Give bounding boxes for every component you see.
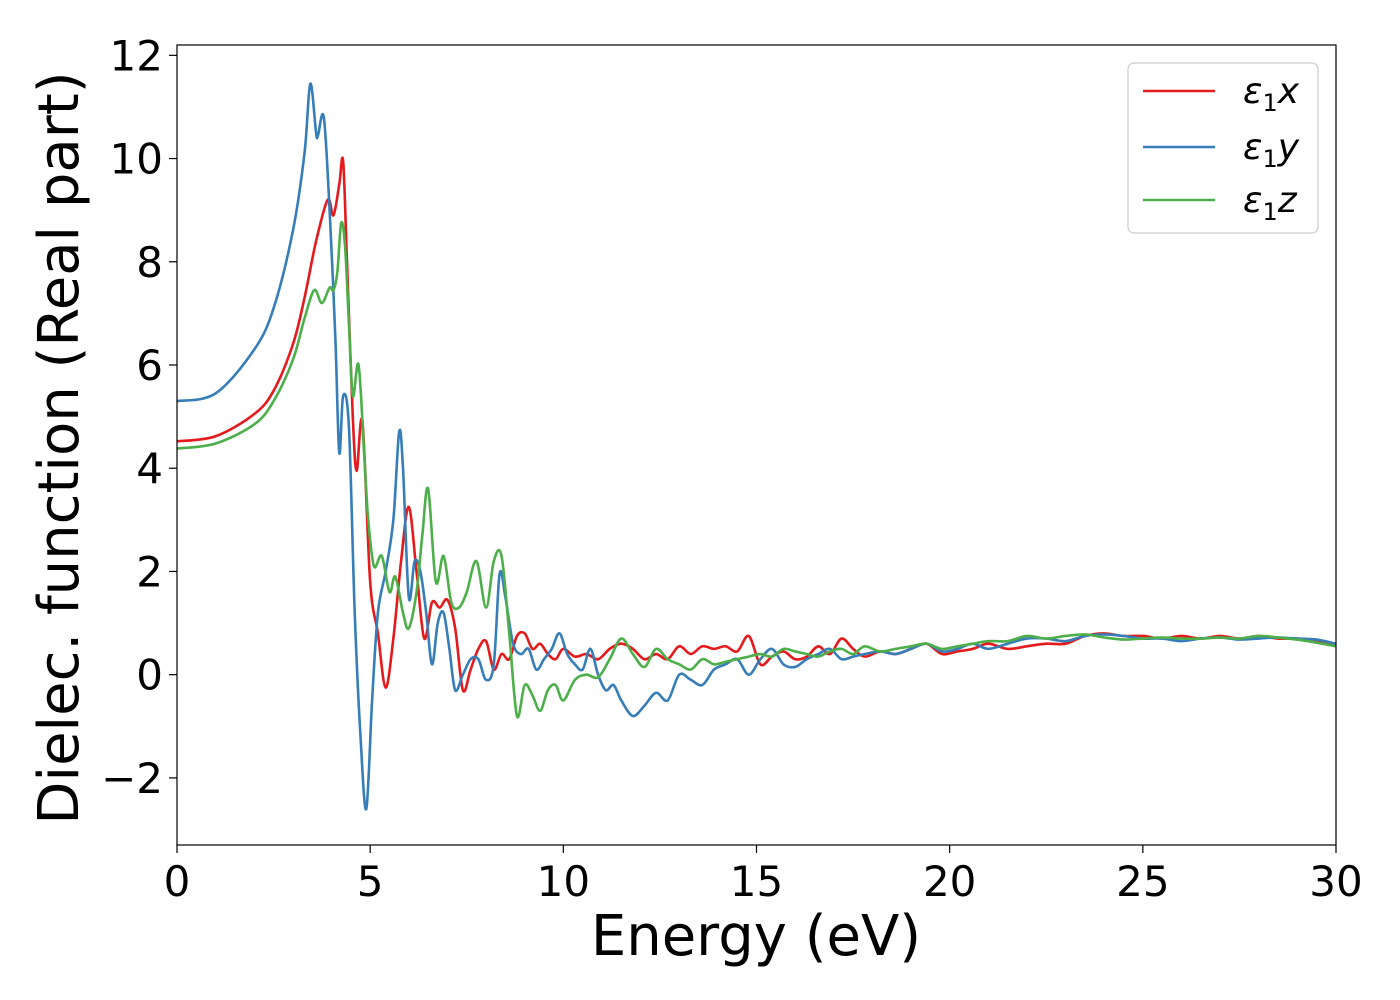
- series-line-eps1x: [177, 156, 1336, 693]
- legend-entry-label: ε1z: [1243, 180, 1298, 226]
- x-tick-label: 5: [357, 857, 384, 906]
- legend-entry-label: ε1y: [1243, 127, 1300, 173]
- legend-entry-label: ε1x: [1243, 71, 1300, 117]
- y-tick-label: 4: [136, 444, 163, 493]
- legend-box: [1127, 62, 1319, 234]
- y-axis-ticks: −2 0 2 4 6 8 10 12: [101, 31, 177, 803]
- x-tick-label: 10: [537, 857, 590, 906]
- y-tick-label: 6: [136, 341, 163, 390]
- x-tick-label: 15: [730, 857, 783, 906]
- x-tick-label: 20: [923, 857, 976, 906]
- y-tick-label: 8: [136, 238, 163, 287]
- series-line-eps1y: [177, 82, 1336, 811]
- y-tick-label: 12: [110, 31, 163, 80]
- x-tick-label: 30: [1309, 857, 1362, 906]
- series-line-eps1z: [177, 220, 1336, 719]
- x-axis-ticks: 0 5 10 15 20 25 30: [164, 845, 1363, 906]
- x-tick-label: 0: [164, 857, 191, 906]
- series-layer: [177, 82, 1336, 811]
- y-tick-label: 2: [136, 547, 163, 596]
- x-tick-label: 25: [1116, 857, 1169, 906]
- x-axis-label: Energy (eV): [591, 904, 921, 969]
- legend: ε1x ε1y ε1z: [1127, 62, 1319, 234]
- y-tick-label: 10: [110, 135, 163, 184]
- y-tick-label: 0: [136, 651, 163, 700]
- y-tick-label: −2: [101, 754, 163, 803]
- y-axis-label: Dielec. function (Real part): [27, 71, 92, 824]
